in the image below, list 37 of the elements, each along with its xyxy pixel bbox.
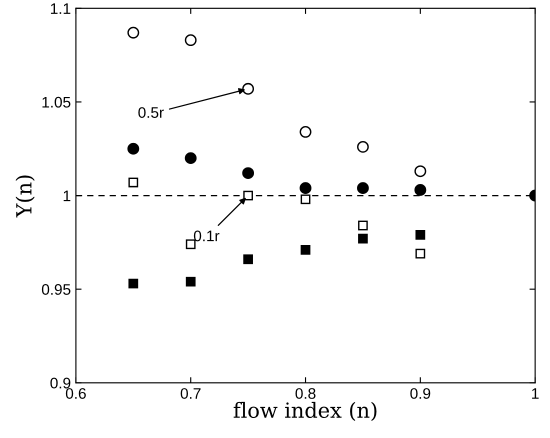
y-tick-label: 0.95 [42, 284, 70, 295]
y-tick-label: 1 [64, 190, 70, 202]
point [358, 220, 368, 230]
point [358, 234, 368, 244]
point [242, 82, 254, 95]
x-tick-label: 0.7 [180, 388, 201, 399]
annotation: 0.1r [194, 230, 220, 242]
x-tick-label: 1 [532, 388, 539, 399]
point [184, 152, 197, 164]
point [128, 278, 138, 288]
point [300, 245, 310, 255]
x-tick-label: 0.9 [410, 388, 430, 399]
point [300, 182, 312, 194]
y-tick-label: 1.1 [50, 3, 70, 14]
point [127, 26, 140, 39]
point [300, 194, 310, 204]
point [243, 190, 253, 200]
point [127, 142, 140, 155]
annotation: 0.5r [138, 107, 164, 118]
point [243, 254, 253, 264]
point [186, 276, 196, 287]
x-axis-title: flow index (n) [234, 402, 376, 421]
y-axis-title: Y(n) [16, 176, 35, 218]
point [300, 126, 312, 138]
point [415, 248, 426, 258]
point [415, 230, 426, 240]
point [357, 140, 369, 153]
y-tick-label: 0.9 [50, 378, 70, 388]
point [128, 178, 138, 188]
point [242, 167, 254, 179]
y-tick-label: 1.05 [42, 96, 70, 108]
point [414, 184, 426, 196]
x-tick-label: 0.8 [296, 388, 316, 399]
point [184, 34, 197, 46]
x-tick-label: 0.6 [66, 388, 86, 399]
point [357, 182, 369, 194]
point [414, 165, 426, 178]
